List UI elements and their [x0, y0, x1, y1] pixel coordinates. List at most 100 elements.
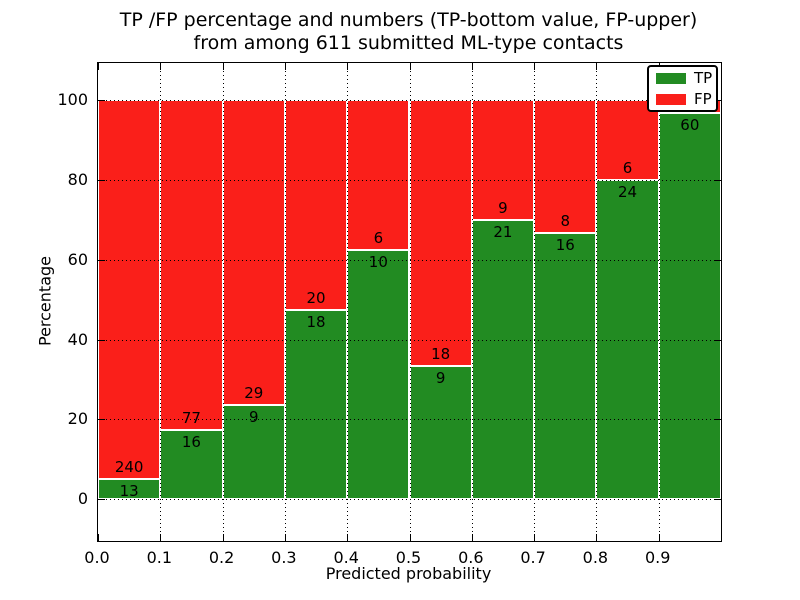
y-tick-right-0	[714, 499, 721, 501]
fp-count-label-5: 18	[431, 345, 451, 364]
tp-bar-segment-0	[98, 478, 161, 500]
legend: TP FP	[647, 65, 718, 112]
gridline-x-0.8	[596, 63, 598, 541]
fp-count-label-4: 6	[373, 228, 384, 247]
gridline-x-0.7	[534, 63, 536, 541]
legend-entry-tp: TP	[656, 70, 712, 86]
x-tick-bottom-0.1	[160, 534, 162, 541]
x-tick-bottom-0.5	[409, 534, 411, 541]
y-tick-right-80	[714, 179, 721, 181]
gridline-x-0.9	[658, 63, 660, 541]
tp-count-label-3: 18	[306, 313, 326, 332]
x-tick-bottom-0.0	[98, 534, 99, 541]
gridline-x-0.5	[409, 63, 411, 541]
x-axis-label: Predicted probability	[325, 564, 492, 583]
x-tick-label-0.0: 0.0	[84, 548, 110, 567]
x-tick-bottom-0.3	[284, 534, 286, 541]
y-tick-label-0: 0	[77, 489, 88, 509]
x-tick-label-0.8: 0.8	[582, 548, 609, 567]
fp-count-label-2: 29	[244, 383, 264, 402]
tp-count-label-0: 13	[119, 481, 139, 500]
gridline-y-80	[98, 179, 721, 181]
x-tick-bottom-0.8	[596, 534, 598, 541]
gridline-x-0.3	[284, 63, 286, 541]
fp-count-label-1: 77	[181, 409, 201, 428]
x-tick-bottom-0.6	[471, 534, 473, 541]
tp-count-label-2: 9	[248, 407, 259, 426]
tp-count-label-6: 21	[493, 222, 513, 241]
fp-bar-segment-0	[98, 100, 161, 479]
fp-count-label-6: 9	[498, 198, 508, 217]
tp-count-label-8: 24	[617, 182, 638, 201]
gridline-x-0.1	[160, 63, 162, 541]
tp-count-label-9: 60	[680, 115, 700, 134]
y-tick-label-60: 60	[67, 249, 88, 269]
gridline-x-0.4	[347, 63, 349, 541]
gridline-y-20	[98, 419, 721, 421]
x-tick-label-0.5: 0.5	[395, 548, 422, 567]
tp-bar-segment-6	[471, 219, 535, 500]
y-tick-right-40	[714, 339, 721, 341]
tp-bar-segment-4	[347, 249, 410, 500]
x-tick-top-0.3	[284, 63, 286, 70]
chart-title-line-1: TP /FP percentage and numbers (TP-bottom…	[119, 9, 698, 31]
y-tick-label-80: 80	[67, 169, 88, 189]
x-tick-top-0.0	[98, 63, 99, 70]
fp-count-label-3: 20	[306, 289, 326, 308]
x-tick-label-0.3: 0.3	[271, 548, 297, 567]
gridline-y-40	[98, 339, 721, 341]
fp-bar-segment-3	[284, 100, 348, 311]
x-tick-top-0.8	[596, 63, 598, 70]
tp-count-label-1: 16	[181, 433, 201, 452]
legend-entry-fp: FP	[656, 91, 712, 107]
x-tick-top-0.2	[222, 63, 224, 70]
gridline-y-0	[98, 499, 721, 501]
y-tick-left-40	[98, 339, 105, 341]
fp-count-label-0: 240	[114, 457, 144, 476]
x-tick-top-0.6	[471, 63, 473, 70]
fp-swatch-icon	[656, 93, 686, 105]
tp-count-label-7: 16	[555, 236, 575, 255]
fp-bar-segment-1	[160, 100, 223, 431]
gridline-x-0.2	[222, 63, 224, 541]
y-tick-left-100	[98, 100, 105, 102]
x-tick-label-0.4: 0.4	[333, 548, 359, 567]
gridline-y-60	[98, 259, 721, 261]
gridline-x-0.6	[471, 63, 473, 541]
plot-area: 2401377162992018610189921816624260	[97, 62, 722, 542]
legend-label-fp: FP	[694, 90, 712, 108]
fp-count-label-7: 8	[560, 212, 571, 231]
x-tick-top-0.5	[409, 63, 411, 70]
x-tick-bottom-0.2	[222, 534, 224, 541]
y-tick-left-80	[98, 179, 105, 181]
gridline-y-100	[98, 100, 721, 102]
fp-bar-segment-2	[222, 100, 285, 405]
x-tick-top-0.4	[347, 63, 349, 70]
x-tick-label-0.2: 0.2	[208, 548, 235, 567]
x-tick-label-0.1: 0.1	[146, 548, 173, 567]
x-tick-label-0.6: 0.6	[458, 548, 484, 567]
x-tick-bottom-0.4	[347, 534, 349, 541]
x-tick-bottom-0.9	[658, 534, 660, 541]
fp-bar-segment-8	[596, 100, 659, 180]
y-tick-left-60	[98, 259, 105, 261]
x-tick-top-0.1	[160, 63, 162, 70]
x-tick-top-0.7	[534, 63, 536, 70]
tp-bar-segment-2	[222, 404, 285, 500]
fp-bar-segment-5	[409, 100, 472, 367]
tp-swatch-icon	[656, 72, 686, 84]
tp-count-label-4: 10	[368, 252, 388, 271]
fp-bar-segment-4	[347, 100, 410, 250]
x-tick-bottom-0.7	[534, 534, 536, 541]
y-tick-left-0	[98, 499, 105, 501]
tp-count-label-5: 9	[435, 369, 446, 388]
x-tick-label-0.9: 0.9	[644, 548, 671, 567]
tp-bar-segment-1	[160, 430, 223, 500]
legend-label-tp: TP	[694, 69, 713, 87]
y-tick-right-60	[714, 259, 721, 261]
tp-bar-segment-9	[658, 112, 721, 500]
chart-title-line-2: from among 611 submitted ML-type contact…	[193, 32, 624, 54]
y-tick-label-40: 40	[67, 329, 88, 349]
y-tick-left-20	[98, 419, 105, 421]
